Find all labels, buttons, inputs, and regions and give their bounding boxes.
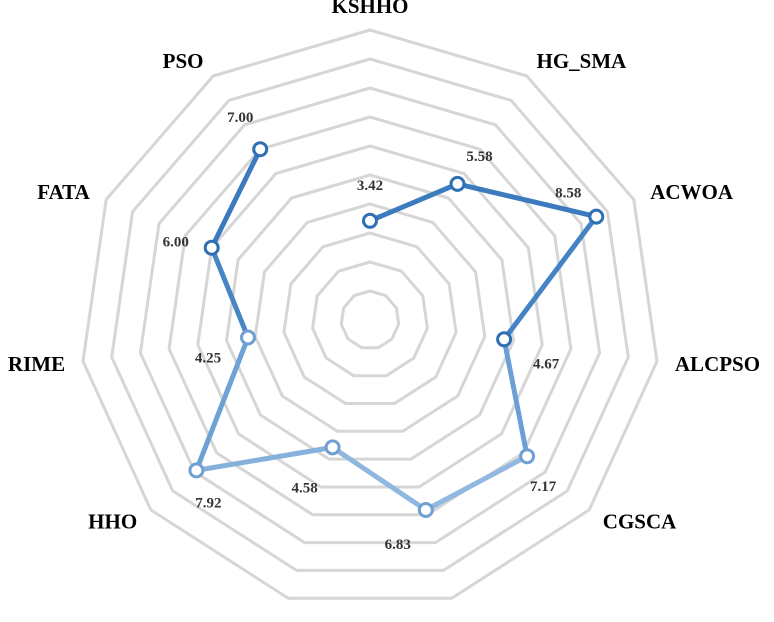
grid-ring-10 xyxy=(81,28,659,600)
data-point-acwoa xyxy=(588,208,605,225)
category-label-hho: HHO xyxy=(88,510,137,534)
series-segment-hho-rime xyxy=(193,335,251,473)
category-label-alcpso: ALCPSO xyxy=(675,352,760,376)
series-segment-cgsca-isnmwoa xyxy=(423,453,530,513)
category-label-pso: PSO xyxy=(163,49,204,73)
series-segment-kshho-hg_sma xyxy=(367,181,460,224)
value-label-alcpso: 4.67 xyxy=(533,356,560,372)
grid-ring-7 xyxy=(167,115,573,517)
value-label-fata: 6.00 xyxy=(163,235,189,251)
series-segment-srwpso-hho xyxy=(193,444,336,473)
value-label-cgsca: 7.17 xyxy=(530,479,557,495)
value-label-hg_sma: 5.58 xyxy=(466,149,492,165)
grid-ring-2 xyxy=(311,260,429,378)
data-point-kshho xyxy=(362,212,378,229)
grid-ring-4 xyxy=(253,202,487,433)
series-segment-alcpso-cgsca xyxy=(501,336,530,459)
data-point-fata xyxy=(203,239,220,256)
grid-ring-5 xyxy=(224,173,516,461)
data-point-alcpso xyxy=(496,331,513,348)
series-segment-hg_sma-acwoa xyxy=(455,181,599,220)
data-point-hho xyxy=(188,462,205,479)
value-label-isnmwoa: 6.83 xyxy=(385,537,411,553)
grid-ring-9 xyxy=(110,57,630,572)
grid-ring-6 xyxy=(196,144,544,489)
data-point-hg_sma xyxy=(449,175,466,192)
radar-series-line xyxy=(193,146,599,513)
value-label-acwoa: 8.58 xyxy=(555,186,581,202)
category-label-fata: FATA xyxy=(37,180,90,204)
data-point-rime xyxy=(240,329,256,346)
series-segment-fata-pso xyxy=(209,146,263,251)
category-label-cgsca: CGSCA xyxy=(603,510,677,534)
category-label-acwoa: ACWOA xyxy=(650,180,734,204)
grid-ring-3 xyxy=(282,231,458,405)
category-label-srwpso: SRWPSO xyxy=(195,618,283,622)
series-segment-acwoa-alcpso xyxy=(501,214,599,342)
value-label-pso: 7.00 xyxy=(227,110,253,126)
category-label-rime: RIME xyxy=(8,352,65,376)
category-labels: KSHHO HG_SMA ACWOA ALCPSO CGSCA ISNMWOA SRWPSO… xyxy=(8,0,760,622)
category-label-hg_sma: HG_SMA xyxy=(537,49,628,73)
data-point-srwpso xyxy=(324,439,341,456)
value-label-rime: 4.25 xyxy=(195,351,221,367)
radar-grid xyxy=(81,28,659,600)
value-label-srwpso: 4.58 xyxy=(291,480,317,496)
data-point-isnmwoa xyxy=(417,502,434,518)
value-label-hho: 7.92 xyxy=(195,495,221,511)
category-label-isnmwoa: ISNMWOA xyxy=(457,618,565,622)
data-point-pso xyxy=(252,141,269,158)
data-point-cgsca xyxy=(519,448,536,465)
series-segment-isnmwoa-srwpso xyxy=(330,444,429,513)
series-segment-rime-fata xyxy=(209,245,251,340)
radar-series-points xyxy=(188,141,605,518)
category-label-kshho: KSHHO xyxy=(331,0,408,18)
value-label-kshho: 3.42 xyxy=(357,178,383,194)
value-labels: 3.42 5.58 8.58 4.67 7.17 6.83 4.58 7.92 4.25 6.00… xyxy=(163,110,582,553)
grid-ring-1 xyxy=(339,289,401,350)
